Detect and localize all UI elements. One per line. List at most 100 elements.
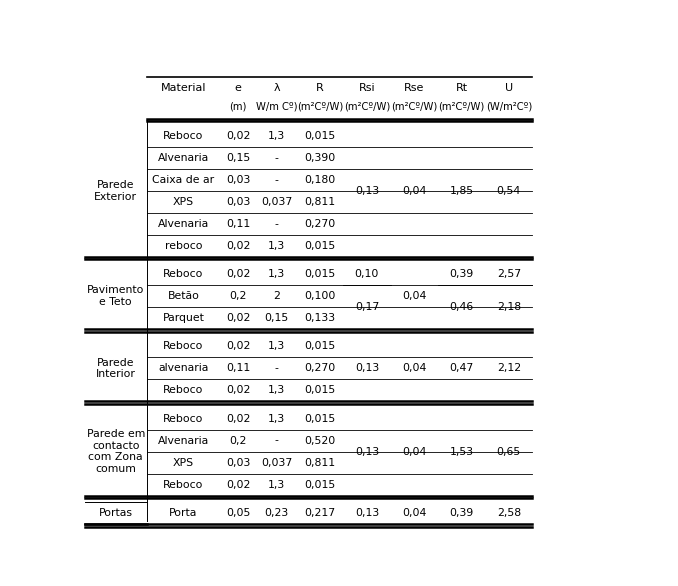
Text: 0,04: 0,04 (402, 508, 426, 518)
Text: 0,015: 0,015 (304, 131, 336, 141)
Text: alvenaria: alvenaria (159, 363, 209, 373)
Text: Alvenaria: Alvenaria (158, 435, 209, 445)
Text: 2,58: 2,58 (497, 508, 521, 518)
Text: 0,133: 0,133 (304, 313, 336, 323)
Text: 0,02: 0,02 (226, 414, 250, 424)
Text: 0,46: 0,46 (450, 302, 474, 312)
Text: 0,39: 0,39 (450, 269, 474, 279)
Text: 1,3: 1,3 (268, 269, 285, 279)
Text: 0,2: 0,2 (229, 435, 247, 445)
Text: 1,3: 1,3 (268, 341, 285, 352)
Text: 0,13: 0,13 (355, 186, 379, 196)
Text: 0,270: 0,270 (304, 363, 336, 373)
Text: Pavimento
e Teto: Pavimento e Teto (87, 285, 144, 307)
Text: Reboco: Reboco (163, 269, 203, 279)
Text: -: - (275, 435, 279, 445)
Text: Rsi: Rsi (359, 83, 375, 93)
Text: 2: 2 (273, 291, 280, 301)
Text: U: U (504, 83, 513, 93)
Text: Parede
Interior: Parede Interior (96, 357, 136, 379)
Text: 1,3: 1,3 (268, 479, 285, 489)
Text: 0,17: 0,17 (355, 302, 379, 312)
Text: 0,015: 0,015 (304, 269, 336, 279)
Text: R: R (316, 83, 324, 93)
Text: 0,811: 0,811 (304, 458, 336, 468)
Text: 0,15: 0,15 (264, 313, 289, 323)
Text: Alvenaria: Alvenaria (158, 219, 209, 229)
Text: 0,217: 0,217 (304, 508, 336, 518)
Text: (m²Cº/W): (m²Cº/W) (391, 101, 437, 111)
Text: 0,180: 0,180 (304, 175, 336, 185)
Text: Reboco: Reboco (163, 479, 203, 489)
Text: 0,13: 0,13 (355, 363, 379, 373)
Text: 0,02: 0,02 (226, 131, 250, 141)
Text: 0,520: 0,520 (304, 435, 336, 445)
Text: 0,015: 0,015 (304, 341, 336, 352)
Text: -: - (275, 175, 279, 185)
Text: Porta: Porta (170, 508, 198, 518)
Text: (m²Cº/W): (m²Cº/W) (297, 101, 343, 111)
Text: Reboco: Reboco (163, 131, 203, 141)
Text: W/m Cº): W/m Cº) (256, 101, 297, 111)
Text: e: e (235, 83, 241, 93)
Text: (m): (m) (229, 101, 247, 111)
Text: 0,015: 0,015 (304, 414, 336, 424)
Text: 0,100: 0,100 (304, 291, 336, 301)
Text: 0,2: 0,2 (229, 291, 247, 301)
Text: 0,05: 0,05 (226, 508, 250, 518)
Text: 0,037: 0,037 (261, 197, 292, 207)
Text: 0,02: 0,02 (226, 241, 250, 251)
Text: 0,54: 0,54 (497, 186, 521, 196)
Text: 0,39: 0,39 (450, 508, 474, 518)
Text: 0,04: 0,04 (402, 291, 426, 301)
Text: 2,18: 2,18 (497, 302, 521, 312)
Text: 1,53: 1,53 (450, 447, 473, 456)
Text: 0,02: 0,02 (226, 269, 250, 279)
Text: 0,15: 0,15 (226, 153, 250, 163)
Text: 1,3: 1,3 (268, 241, 285, 251)
Text: Reboco: Reboco (163, 385, 203, 396)
Text: Parquet: Parquet (163, 313, 205, 323)
Text: λ: λ (273, 83, 280, 93)
Text: Reboco: Reboco (163, 414, 203, 424)
Text: 2,57: 2,57 (497, 269, 521, 279)
Text: 0,23: 0,23 (264, 508, 289, 518)
Text: 1,3: 1,3 (268, 414, 285, 424)
Text: 0,03: 0,03 (226, 175, 250, 185)
Text: Material: Material (161, 83, 206, 93)
Text: Parede em
contacto
com Zona
comum: Parede em contacto com Zona comum (87, 429, 145, 474)
Text: 0,015: 0,015 (304, 241, 336, 251)
Text: 0,02: 0,02 (226, 341, 250, 352)
Text: (W/m²Cº): (W/m²Cº) (485, 101, 532, 111)
Text: 0,03: 0,03 (226, 458, 250, 468)
Text: 0,015: 0,015 (304, 479, 336, 489)
Text: 0,02: 0,02 (226, 385, 250, 396)
Text: XPS: XPS (173, 458, 194, 468)
Text: 0,02: 0,02 (226, 479, 250, 489)
Text: 0,04: 0,04 (402, 363, 426, 373)
Text: 0,04: 0,04 (402, 186, 426, 196)
Text: -: - (275, 219, 279, 229)
Text: 0,10: 0,10 (355, 269, 379, 279)
Text: Rt: Rt (456, 83, 468, 93)
Text: 0,13: 0,13 (355, 447, 379, 456)
Text: 0,811: 0,811 (304, 197, 336, 207)
Text: 0,11: 0,11 (226, 363, 250, 373)
Text: -: - (275, 153, 279, 163)
Text: XPS: XPS (173, 197, 194, 207)
Text: (m²Cº/W): (m²Cº/W) (439, 101, 485, 111)
Text: 0,02: 0,02 (226, 313, 250, 323)
Text: -: - (275, 363, 279, 373)
Text: 0,11: 0,11 (226, 219, 250, 229)
Text: 0,390: 0,390 (304, 153, 336, 163)
Text: 0,13: 0,13 (355, 508, 379, 518)
Text: 0,04: 0,04 (402, 447, 426, 456)
Text: 1,3: 1,3 (268, 385, 285, 396)
Text: 2,12: 2,12 (497, 363, 521, 373)
Text: Betão: Betão (167, 291, 199, 301)
Text: Caixa de ar: Caixa de ar (153, 175, 215, 185)
Text: Parede
Exterior: Parede Exterior (94, 180, 137, 202)
Text: (m²Cº/W): (m²Cº/W) (344, 101, 390, 111)
Text: 1,3: 1,3 (268, 131, 285, 141)
Text: Reboco: Reboco (163, 341, 203, 352)
